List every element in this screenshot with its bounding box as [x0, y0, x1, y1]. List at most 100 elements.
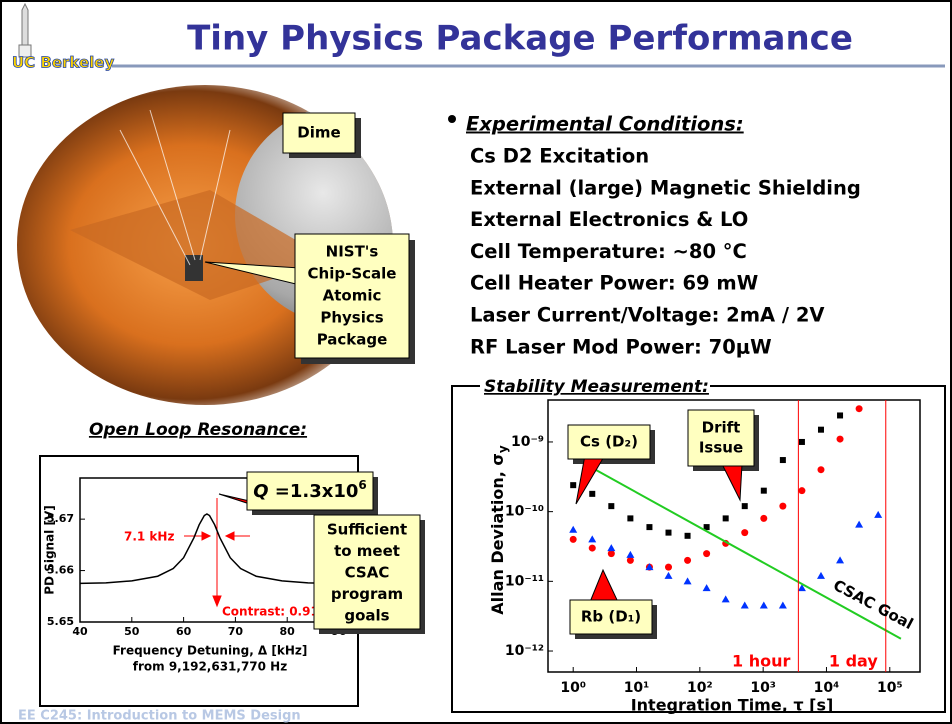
callout-pointer	[722, 464, 742, 500]
x-tick-label: 10⁵	[877, 680, 903, 696]
x-axis-label: from 9,192,631,770 Hz	[133, 660, 287, 674]
marker	[570, 536, 577, 543]
condition-item: Cell Heater Power: 69 mW	[470, 272, 758, 295]
chart-title: Stability Measurement:	[484, 377, 709, 397]
y-axis-label-main: Allan Deviation, σ	[488, 453, 507, 615]
marker	[741, 529, 748, 536]
marker	[723, 515, 729, 521]
marker	[608, 503, 614, 509]
slide: UC Berkeley Tiny Physics Package Perform…	[0, 0, 952, 724]
conditions-heading: Experimental Conditions:	[466, 113, 744, 136]
condition-item: Laser Current/Voltage: 2mA / 2V	[470, 304, 825, 327]
callout-text: Chip-Scale	[308, 265, 397, 283]
marker	[761, 488, 767, 494]
callout: Rb (D₁)	[570, 570, 657, 639]
logo-text: UC Berkeley	[12, 54, 114, 72]
marker	[837, 412, 843, 418]
marker	[742, 503, 748, 509]
marker	[779, 602, 787, 609]
marker	[837, 436, 844, 443]
annotation: 7.1 kHz	[124, 530, 174, 544]
marker	[666, 530, 672, 536]
marker	[703, 550, 710, 557]
marker	[627, 515, 633, 521]
callout-text: Dime	[297, 124, 340, 142]
callout-text: Sufficient	[327, 521, 407, 539]
callout: Cs (D₂)	[568, 425, 655, 504]
marker	[589, 545, 596, 552]
marker	[589, 491, 595, 497]
marker	[627, 557, 634, 564]
logo	[19, 4, 31, 57]
callout-text: Rb (D₁)	[581, 608, 641, 626]
marker	[626, 551, 634, 558]
marker	[665, 564, 672, 571]
marker	[779, 503, 786, 510]
q-symbol: Q	[253, 481, 268, 502]
q-value: =1.3x10	[269, 481, 359, 502]
callout: Drift Issue	[688, 410, 759, 500]
x-tick-label: 10²	[687, 680, 713, 696]
marker	[836, 556, 844, 563]
condition-item: External (large) Magnetic Shielding	[470, 176, 861, 199]
x-tick-label: 60	[176, 625, 192, 638]
x-tick-label: 80	[280, 625, 296, 638]
marker	[760, 515, 767, 522]
callout-text: Package	[317, 331, 388, 349]
marker	[569, 526, 577, 533]
marker	[817, 466, 824, 473]
marker	[874, 511, 882, 518]
callout-text: Drift	[702, 419, 741, 437]
x-tick-label: 70	[228, 625, 244, 638]
q-exp: 6	[358, 478, 366, 492]
marker	[780, 457, 786, 463]
marker	[588, 535, 596, 542]
marker	[684, 577, 692, 584]
y-tick-label: 5.66	[47, 564, 74, 577]
x-tick-label: 10⁰	[560, 680, 586, 696]
y-tick-label: 10⁻¹⁰	[505, 504, 544, 520]
slide-title: Tiny Physics Package Performance	[187, 19, 853, 59]
marker	[570, 482, 576, 488]
marker	[684, 557, 691, 564]
callout-text: Cs (D₂)	[580, 433, 638, 451]
marker	[817, 572, 825, 579]
callout-text: Q =1.3x106	[253, 478, 367, 503]
x-axis-label: Integration Time, τ [s]	[631, 696, 834, 715]
data-line	[80, 514, 339, 583]
callout-text: goals	[344, 607, 389, 625]
marker	[703, 584, 711, 591]
time-label: 1 hour	[732, 652, 790, 671]
marker	[760, 602, 768, 609]
marker	[607, 544, 615, 551]
callout-text: CSAC	[345, 564, 390, 582]
y-tick-label: 10⁻¹¹	[505, 573, 544, 589]
footer: EE C245: Introduction to MEMS Design	[18, 709, 301, 724]
marker	[685, 533, 691, 539]
y-tick-label: 10⁻⁹	[511, 434, 544, 450]
marker	[856, 405, 863, 412]
condition-item: RF Laser Mod Power: 70μW	[470, 335, 772, 358]
x-tick-label: 10¹	[624, 680, 650, 696]
y-tick-label: 10⁻¹²	[505, 643, 544, 659]
callout-text: Physics	[320, 309, 383, 327]
x-tick-label: 10⁴	[814, 680, 840, 696]
marker	[608, 550, 615, 557]
x-axis-label: Frequency Detuning, Δ [kHz]	[113, 644, 308, 658]
chart-title: Open Loop Resonance:	[89, 420, 307, 440]
x-tick-label: 40	[72, 625, 88, 638]
x-tick-label: 10³	[750, 680, 776, 696]
condition-item: Cell Temperature: ~80 °C	[470, 240, 747, 263]
y-tick-label: 5.65	[47, 615, 74, 628]
condition-item: External Electronics & LO	[470, 208, 748, 231]
marker	[665, 572, 673, 579]
marker	[722, 595, 730, 602]
marker	[646, 524, 652, 530]
callout-text: Issue	[699, 439, 743, 457]
time-label: 1 day	[829, 652, 878, 671]
y-axis-label-sub: y	[496, 445, 510, 453]
marker	[855, 521, 863, 528]
x-tick-label: 50	[124, 625, 140, 638]
bullet	[448, 115, 456, 123]
